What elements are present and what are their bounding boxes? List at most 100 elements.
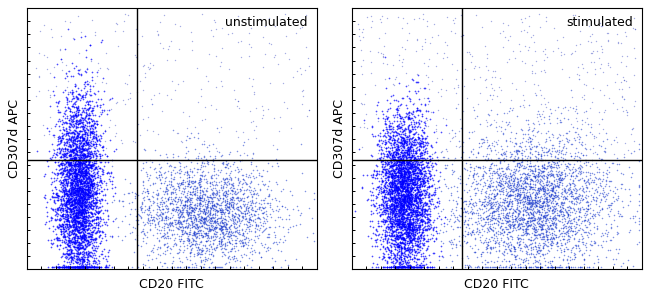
Point [404, 146, 414, 150]
Point [413, 256, 423, 261]
Point [82, 237, 92, 242]
Point [70, 147, 80, 152]
Point [480, 183, 491, 187]
Point [211, 126, 222, 131]
Point [497, 182, 508, 187]
Point [402, 234, 413, 239]
Point [242, 243, 253, 248]
Point [544, 172, 554, 177]
Point [261, 249, 272, 254]
Point [83, 150, 94, 154]
Point [390, 140, 400, 144]
Point [400, 222, 411, 227]
Point [400, 264, 411, 269]
Point [546, 193, 556, 198]
Point [92, 243, 103, 248]
Point [396, 115, 406, 120]
Point [411, 130, 421, 135]
Point [70, 176, 81, 181]
Point [79, 82, 89, 87]
Point [153, 91, 164, 96]
Point [587, 178, 597, 183]
Point [77, 208, 87, 213]
Point [394, 164, 404, 169]
Point [411, 220, 421, 225]
Point [415, 264, 426, 269]
Point [562, 137, 572, 142]
Point [60, 147, 70, 152]
Point [526, 215, 536, 220]
Point [389, 154, 399, 159]
Point [530, 178, 541, 183]
Point [79, 257, 90, 261]
Point [69, 136, 79, 141]
Point [423, 140, 434, 145]
Point [70, 239, 80, 244]
Point [530, 134, 540, 139]
Point [372, 223, 383, 228]
Point [389, 184, 400, 189]
Point [170, 241, 181, 245]
Point [69, 131, 79, 136]
Point [612, 140, 623, 144]
Point [398, 236, 409, 241]
Point [72, 158, 82, 162]
Point [83, 99, 93, 104]
Point [68, 211, 78, 216]
Point [482, 264, 492, 269]
Point [79, 234, 90, 239]
Point [72, 164, 83, 169]
Point [406, 202, 417, 207]
Point [395, 179, 406, 183]
Point [536, 213, 547, 217]
Point [533, 177, 543, 182]
Point [79, 128, 89, 133]
Point [543, 200, 553, 205]
Point [64, 240, 74, 245]
Point [130, 236, 140, 241]
Point [74, 163, 85, 167]
Point [386, 248, 396, 253]
Point [473, 181, 483, 186]
Point [263, 235, 274, 239]
Point [413, 247, 423, 251]
Point [422, 226, 433, 231]
Point [510, 195, 520, 200]
Point [66, 196, 76, 201]
Point [412, 148, 423, 152]
Point [217, 187, 228, 192]
Point [582, 203, 593, 208]
Point [76, 198, 86, 203]
Point [240, 237, 250, 242]
Point [400, 170, 410, 175]
Point [68, 102, 78, 106]
Point [565, 228, 575, 233]
Point [525, 193, 535, 198]
Point [90, 220, 101, 225]
Point [79, 196, 89, 201]
Point [410, 242, 421, 247]
Point [522, 245, 532, 250]
Point [61, 228, 72, 232]
Point [82, 227, 92, 232]
Point [76, 29, 86, 34]
Point [254, 228, 264, 233]
Point [474, 206, 484, 210]
Point [518, 232, 528, 237]
Point [601, 182, 612, 187]
Point [81, 178, 91, 183]
Point [151, 176, 162, 181]
Point [415, 196, 425, 200]
Point [82, 164, 92, 169]
Point [560, 173, 570, 178]
Point [79, 114, 90, 119]
Point [54, 194, 64, 199]
Point [88, 173, 98, 178]
Point [393, 264, 404, 269]
Point [218, 190, 228, 195]
Point [533, 150, 543, 155]
Point [571, 220, 581, 225]
Point [62, 139, 72, 144]
Point [602, 172, 612, 176]
Point [75, 146, 85, 151]
